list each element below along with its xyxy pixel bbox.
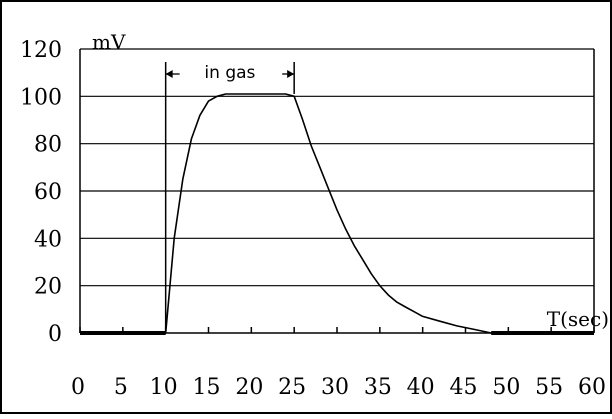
x-tick-label-50: 50 bbox=[492, 375, 520, 400]
y-tick-label-60: 60 bbox=[34, 180, 62, 205]
x-tick-label-5: 5 bbox=[114, 375, 128, 400]
y-tick-label-40: 40 bbox=[34, 227, 62, 252]
annotation-group: in gas bbox=[164, 62, 295, 333]
y-tick-label-80: 80 bbox=[34, 133, 62, 158]
y-tick-label-100: 100 bbox=[20, 85, 62, 110]
x-tick-labels: 0 5 10 15 20 25 30 35 40 45 50 55 60 bbox=[71, 375, 606, 400]
series-line bbox=[80, 93, 594, 334]
x-tick-label-60: 60 bbox=[578, 375, 606, 400]
annotation-arrowhead-left bbox=[165, 70, 173, 78]
x-tick-label-20: 20 bbox=[235, 375, 263, 400]
x-tick-label-25: 25 bbox=[278, 375, 306, 400]
x-axis-label: T(sec) bbox=[547, 307, 609, 331]
annotation-label: in gas bbox=[204, 63, 255, 83]
annotation-arrowhead-right bbox=[287, 70, 295, 78]
x-tick-label-15: 15 bbox=[193, 375, 221, 400]
x-tick-label-10: 10 bbox=[150, 375, 178, 400]
x-tick-label-0: 0 bbox=[71, 375, 85, 400]
x-tick-label-30: 30 bbox=[321, 375, 349, 400]
y-tick-label-0: 0 bbox=[48, 322, 62, 347]
x-tick-label-40: 40 bbox=[407, 375, 435, 400]
y-tick-label-20: 20 bbox=[34, 275, 62, 300]
series-group bbox=[80, 93, 594, 335]
x-tick-label-45: 45 bbox=[450, 375, 478, 400]
y-tick-labels: 0 20 40 60 80 100 120 bbox=[20, 38, 62, 347]
x-tick-label-55: 55 bbox=[535, 375, 563, 400]
y-axis-label: mV bbox=[92, 30, 126, 54]
x-tick-label-35: 35 bbox=[364, 375, 392, 400]
y-tick-label-120: 120 bbox=[20, 38, 62, 63]
